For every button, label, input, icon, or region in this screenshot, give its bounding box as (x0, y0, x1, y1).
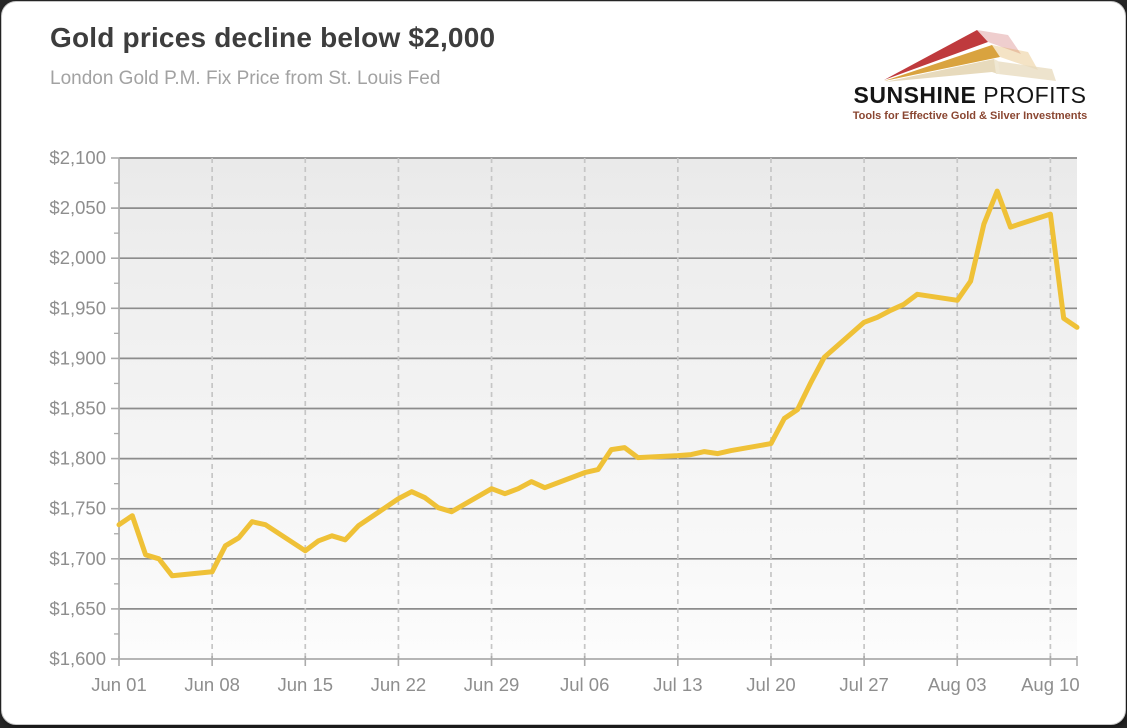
svg-text:$1,950: $1,950 (49, 297, 106, 318)
page-title: Gold prices decline below $2,000 (50, 22, 496, 53)
svg-text:Jul 27: Jul 27 (839, 674, 888, 695)
svg-text:Jun 29: Jun 29 (464, 674, 520, 695)
svg-text:Jun 15: Jun 15 (278, 674, 334, 695)
page-subtitle: London Gold P.M. Fix Price from St. Loui… (50, 68, 441, 89)
svg-text:Aug 03: Aug 03 (928, 674, 987, 695)
svg-text:Jul 06: Jul 06 (560, 674, 609, 695)
svg-text:$2,050: $2,050 (49, 197, 106, 218)
svg-text:Jul 20: Jul 20 (746, 674, 795, 695)
svg-text:$1,600: $1,600 (49, 648, 106, 669)
logo-brand: SUNSHINE PROFITS (851, 82, 1089, 109)
logo-brand-bold: SUNSHINE (853, 82, 977, 108)
svg-text:$1,850: $1,850 (49, 398, 106, 419)
svg-text:$1,900: $1,900 (49, 347, 106, 368)
svg-text:Jun 08: Jun 08 (184, 674, 240, 695)
svg-text:Aug 10: Aug 10 (1021, 674, 1080, 695)
svg-text:$1,650: $1,650 (49, 598, 106, 619)
svg-text:$2,000: $2,000 (49, 247, 106, 268)
svg-text:$1,700: $1,700 (49, 548, 106, 569)
svg-text:$2,100: $2,100 (49, 147, 106, 168)
logo-brand-regular: PROFITS (976, 82, 1087, 108)
svg-text:$1,800: $1,800 (49, 448, 106, 469)
logo-tagline: Tools for Effective Gold & Silver Invest… (852, 110, 1088, 122)
svg-text:Jun 22: Jun 22 (371, 674, 427, 695)
sunshine-profits-logo: SUNSHINE PROFITS Tools for Effective Gol… (851, 14, 1089, 122)
svg-text:Jun 01: Jun 01 (91, 674, 147, 695)
svg-text:Jul 13: Jul 13 (653, 674, 702, 695)
logo-rays-icon (884, 30, 1056, 82)
svg-text:$1,750: $1,750 (49, 498, 106, 519)
